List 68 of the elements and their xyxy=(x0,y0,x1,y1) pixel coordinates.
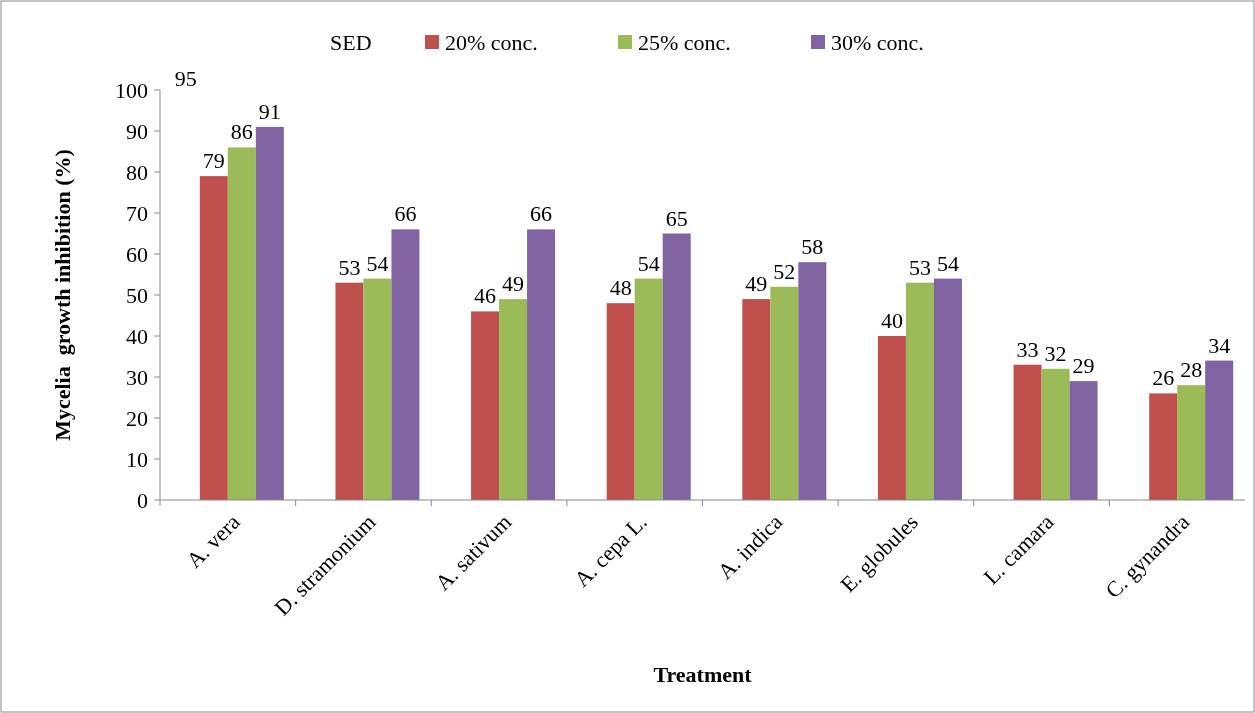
bar xyxy=(798,262,827,500)
data-label: 54 xyxy=(366,250,389,276)
bar xyxy=(227,147,256,500)
y-tick-label: 20 xyxy=(126,405,148,431)
legend-label: 20% conc. xyxy=(445,29,538,55)
bar xyxy=(363,278,392,500)
y-tick-label: 70 xyxy=(126,200,148,226)
y-tick-label: 10 xyxy=(126,446,148,472)
bar xyxy=(1205,360,1234,500)
data-label: 32 xyxy=(1044,340,1067,366)
bar xyxy=(1069,381,1098,500)
x-tick-label: A. cepa L. xyxy=(569,509,652,592)
data-label: 48 xyxy=(609,275,632,301)
y-tick-label: 100 xyxy=(115,77,148,103)
data-label: 33 xyxy=(1016,336,1039,362)
data-label: 34 xyxy=(1208,332,1231,358)
y-axis-title: Mycelia growth inhibition (%) xyxy=(50,149,75,441)
bar xyxy=(391,229,420,500)
data-label: 66 xyxy=(394,201,417,227)
bar xyxy=(662,233,691,500)
data-label: 26 xyxy=(1152,365,1175,391)
bar xyxy=(499,299,528,500)
data-label: 66 xyxy=(530,201,553,227)
data-label: 86 xyxy=(230,119,253,145)
y-tick-label: 80 xyxy=(126,159,148,185)
bar xyxy=(634,278,663,500)
data-label: 29 xyxy=(1072,353,1095,379)
legend-title: SED xyxy=(330,29,372,55)
legend-label: 25% conc. xyxy=(638,29,731,55)
data-label: 54 xyxy=(637,250,660,276)
y-tick-label: 90 xyxy=(126,118,148,144)
data-label: 65 xyxy=(665,205,688,231)
x-axis-title: Treatment xyxy=(653,662,753,687)
bar xyxy=(606,303,635,500)
data-label: 46 xyxy=(474,283,497,309)
data-label: 49 xyxy=(745,271,768,297)
data-label: 40 xyxy=(880,308,903,333)
bar xyxy=(1041,368,1070,500)
x-tick-label: A. vera xyxy=(181,509,245,573)
data-label: 54 xyxy=(936,250,959,276)
bar xyxy=(1013,364,1042,500)
bar xyxy=(770,286,799,500)
bar xyxy=(877,336,906,500)
legend-label: 30% conc. xyxy=(831,29,924,55)
bar xyxy=(905,282,934,500)
data-label: 53 xyxy=(908,254,931,280)
y-tick-label: 30 xyxy=(126,364,148,390)
y-tick-label: 50 xyxy=(126,282,148,308)
data-label: 58 xyxy=(801,234,824,260)
y-tick-label: 40 xyxy=(126,323,148,349)
data-label: 53 xyxy=(338,254,361,280)
data-label: 91 xyxy=(258,98,281,124)
bar xyxy=(335,282,364,500)
bar xyxy=(527,229,556,500)
annotation: 95 xyxy=(174,66,197,91)
bar xyxy=(1177,385,1206,500)
data-label: 79 xyxy=(202,148,225,174)
data-label: 28 xyxy=(1180,357,1203,383)
bar xyxy=(1149,393,1178,500)
data-label: 49 xyxy=(502,271,525,297)
bar xyxy=(255,126,284,500)
data-label: 52 xyxy=(773,258,796,284)
y-tick-label: 60 xyxy=(126,241,148,267)
bar xyxy=(199,176,228,500)
bar xyxy=(933,278,962,500)
y-tick-label: 0 xyxy=(137,487,148,513)
bar xyxy=(471,311,500,500)
bar xyxy=(742,299,771,500)
